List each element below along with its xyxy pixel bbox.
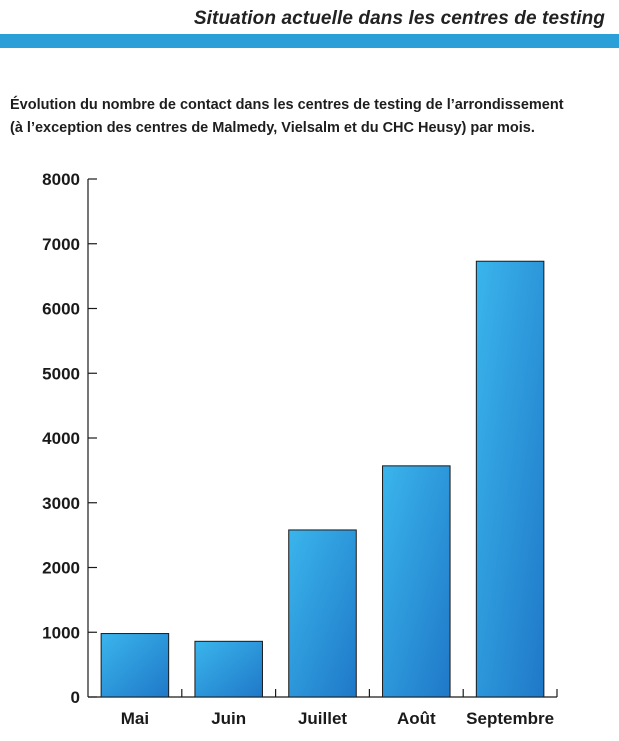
bar-chart: 0 1000 2000 3000 4000 5000 6000 7000 8000 Mai Jui… (42, 170, 558, 728)
section-title: Situation actuelle dans les centres de t… (193, 8, 605, 29)
bar-septembre (475, 260, 545, 698)
bar-juillet (288, 529, 357, 698)
bars (100, 260, 545, 698)
x-category-label: Août (397, 709, 436, 728)
bar-juin (194, 640, 263, 698)
bar-mai (100, 633, 170, 698)
category-labels: Mai Juin Juillet Août Septembre (121, 709, 554, 728)
y-tick-label: 0 (71, 688, 80, 707)
section-header: Situation actuelle dans les centres de t… (0, 0, 619, 48)
x-category-label: Juin (211, 709, 246, 728)
caption-line-2: (à l’exception des centres de Malmedy, V… (10, 120, 535, 136)
x-category-label: Mai (121, 709, 149, 728)
header-accent-bar (0, 34, 619, 48)
y-tick-label: 7000 (42, 235, 80, 254)
caption-line-1: Évolution du nombre de contact dans les … (10, 97, 564, 113)
bar-août (382, 465, 451, 698)
y-tick-label: 4000 (42, 429, 80, 448)
y-tick-label: 3000 (42, 494, 80, 513)
y-tick-label: 6000 (42, 300, 80, 319)
x-category-label: Juillet (298, 709, 347, 728)
y-axis: 0 1000 2000 3000 4000 5000 6000 7000 8000 (42, 170, 97, 707)
chart-caption: Évolution du nombre de contact dans les … (10, 94, 614, 140)
y-tick-label: 5000 (42, 364, 80, 383)
y-tick-label: 2000 (42, 559, 80, 578)
x-category-label: Septembre (466, 709, 554, 728)
y-tick-label: 1000 (42, 623, 80, 642)
y-tick-label: 8000 (42, 170, 80, 189)
